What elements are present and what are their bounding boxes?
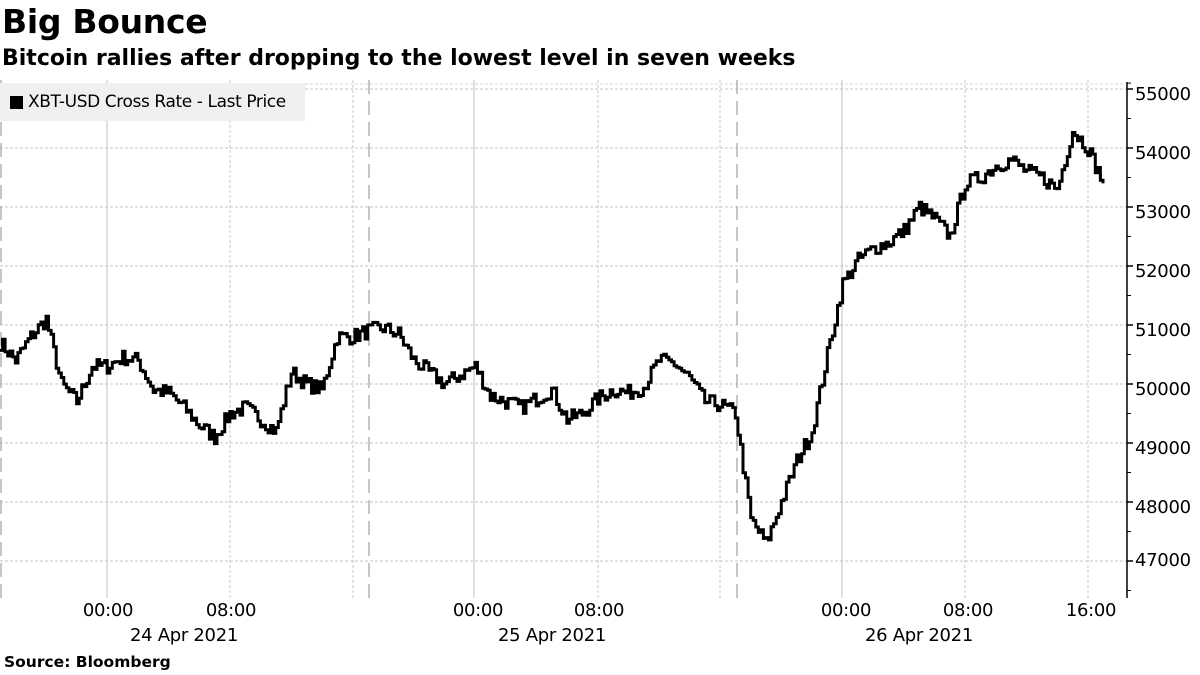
y-tick-label: 47000 (1135, 550, 1191, 571)
x-tick-label: 00:00 (820, 600, 872, 621)
x-tick-label: 08:00 (573, 600, 625, 621)
gridlines (0, 80, 1127, 598)
x-date-label: 25 Apr 2021 (498, 625, 606, 646)
y-tick-label: 48000 (1135, 497, 1191, 518)
source-note: Source: Bloomberg (4, 653, 171, 671)
legend-swatch-icon (10, 96, 23, 109)
chart-title: Big Bounce (2, 2, 208, 41)
x-tick-label: 16:00 (1065, 600, 1117, 621)
x-tick-label: 00:00 (452, 600, 504, 621)
y-tick-label: 53000 (1135, 202, 1191, 223)
y-tick-label: 51000 (1135, 320, 1191, 341)
x-tick-label: 08:00 (205, 600, 257, 621)
price-line (0, 131, 1105, 542)
y-tick-label: 52000 (1135, 261, 1191, 282)
y-tick-label: 49000 (1135, 438, 1191, 459)
x-tick-label: 08:00 (942, 600, 994, 621)
x-date-label: 24 Apr 2021 (130, 625, 238, 646)
y-tick-label: 54000 (1135, 143, 1191, 164)
chart-subtitle: Bitcoin rallies after dropping to the lo… (2, 46, 796, 71)
y-axis (1126, 82, 1133, 598)
y-tick-label: 50000 (1135, 379, 1191, 400)
x-tick-label: 00:00 (82, 600, 134, 621)
legend: XBT-USD Cross Rate - Last Price (0, 83, 305, 121)
x-date-label: 26 Apr 2021 (865, 625, 973, 646)
legend-label: XBT-USD Cross Rate - Last Price (28, 92, 286, 112)
y-tick-label: 55000 (1135, 84, 1191, 105)
